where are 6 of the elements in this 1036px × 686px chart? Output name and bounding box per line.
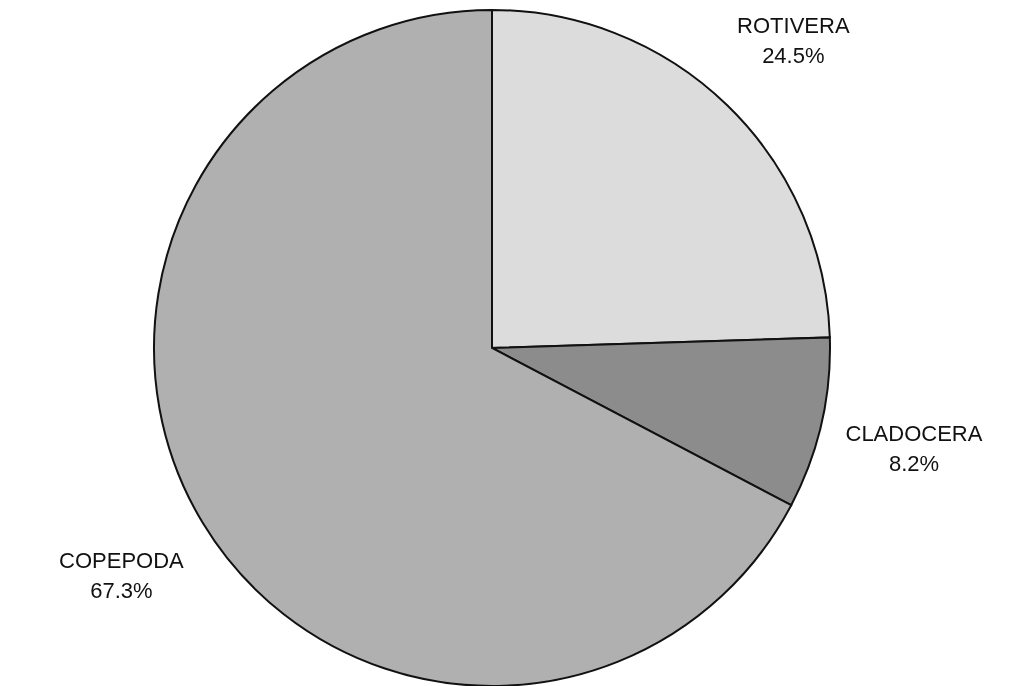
data-label: 8.2%	[888, 451, 940, 477]
data-label: 67.3%	[90, 577, 153, 603]
slice-label: COPEPODA	[59, 547, 185, 573]
slice-label: ROTIVERA	[737, 13, 850, 39]
data-label: 24.5%	[762, 43, 825, 69]
slice-label: CLADOCERA	[845, 421, 983, 447]
